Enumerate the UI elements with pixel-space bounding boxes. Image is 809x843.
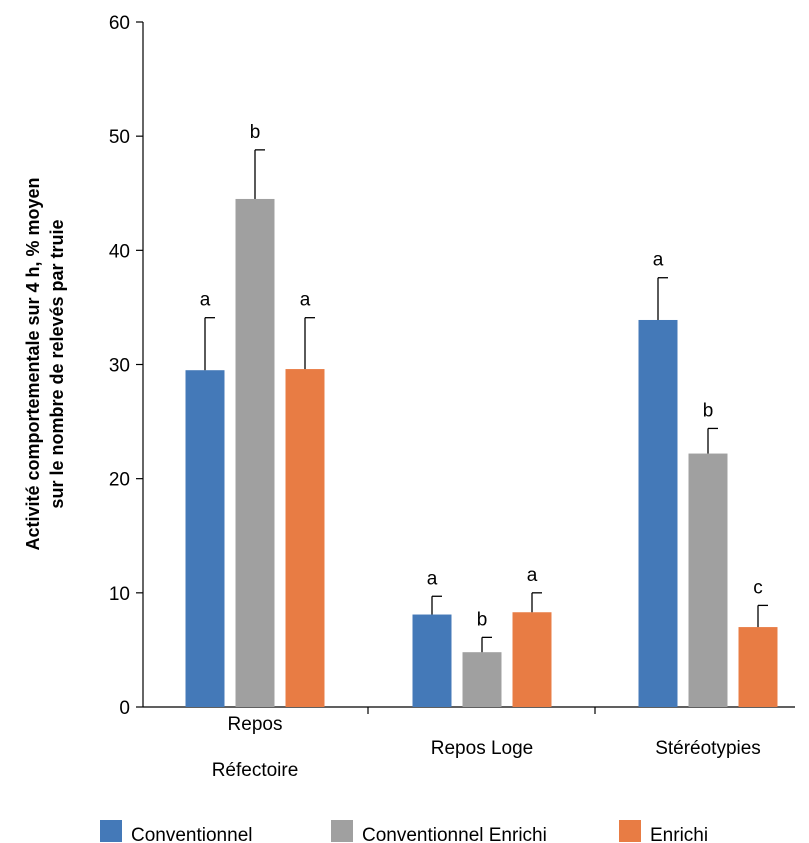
legend-swatch [100,820,122,842]
y-tick-label: 10 [109,584,130,605]
significance-label: a [653,250,664,271]
significance-label: a [200,290,211,311]
bar [512,612,552,707]
y-tick-label: 40 [109,241,130,262]
bar [285,369,325,707]
bar [412,614,452,707]
significance-label: a [527,565,538,586]
legend-swatch [331,820,353,842]
legend-label: Conventionnel [131,825,252,843]
y-tick-label: 0 [119,698,130,719]
x-category-label: Stéréotypies [655,738,761,759]
bar [185,370,225,707]
bar [688,453,728,707]
y-tick-label: 60 [109,13,130,34]
bar [738,627,778,707]
bar [462,652,502,707]
y-tick-label: 50 [109,127,130,148]
significance-label: b [250,122,261,143]
y-tick-label: 30 [109,356,130,377]
bar [638,319,678,707]
legend-label: Enrichi [650,825,708,843]
significance-label: b [703,400,714,421]
x-category-label: Repos Loge [431,738,533,759]
significance-label: c [753,577,763,598]
legend-swatch [619,820,641,842]
significance-label: a [300,290,311,311]
x-category-label: Repos [228,714,283,735]
y-axis-title: sur le nombre de relevés par truie [47,219,67,508]
x-category-label: Réfectoire [212,760,299,781]
y-axis-title: Activité comportementale sur 4 h, % moye… [23,177,43,550]
y-tick-label: 20 [109,470,130,491]
legend-label: Conventionnel Enrichi [362,825,547,843]
bar [235,198,275,708]
significance-label: b [477,609,488,630]
significance-label: a [427,568,438,589]
